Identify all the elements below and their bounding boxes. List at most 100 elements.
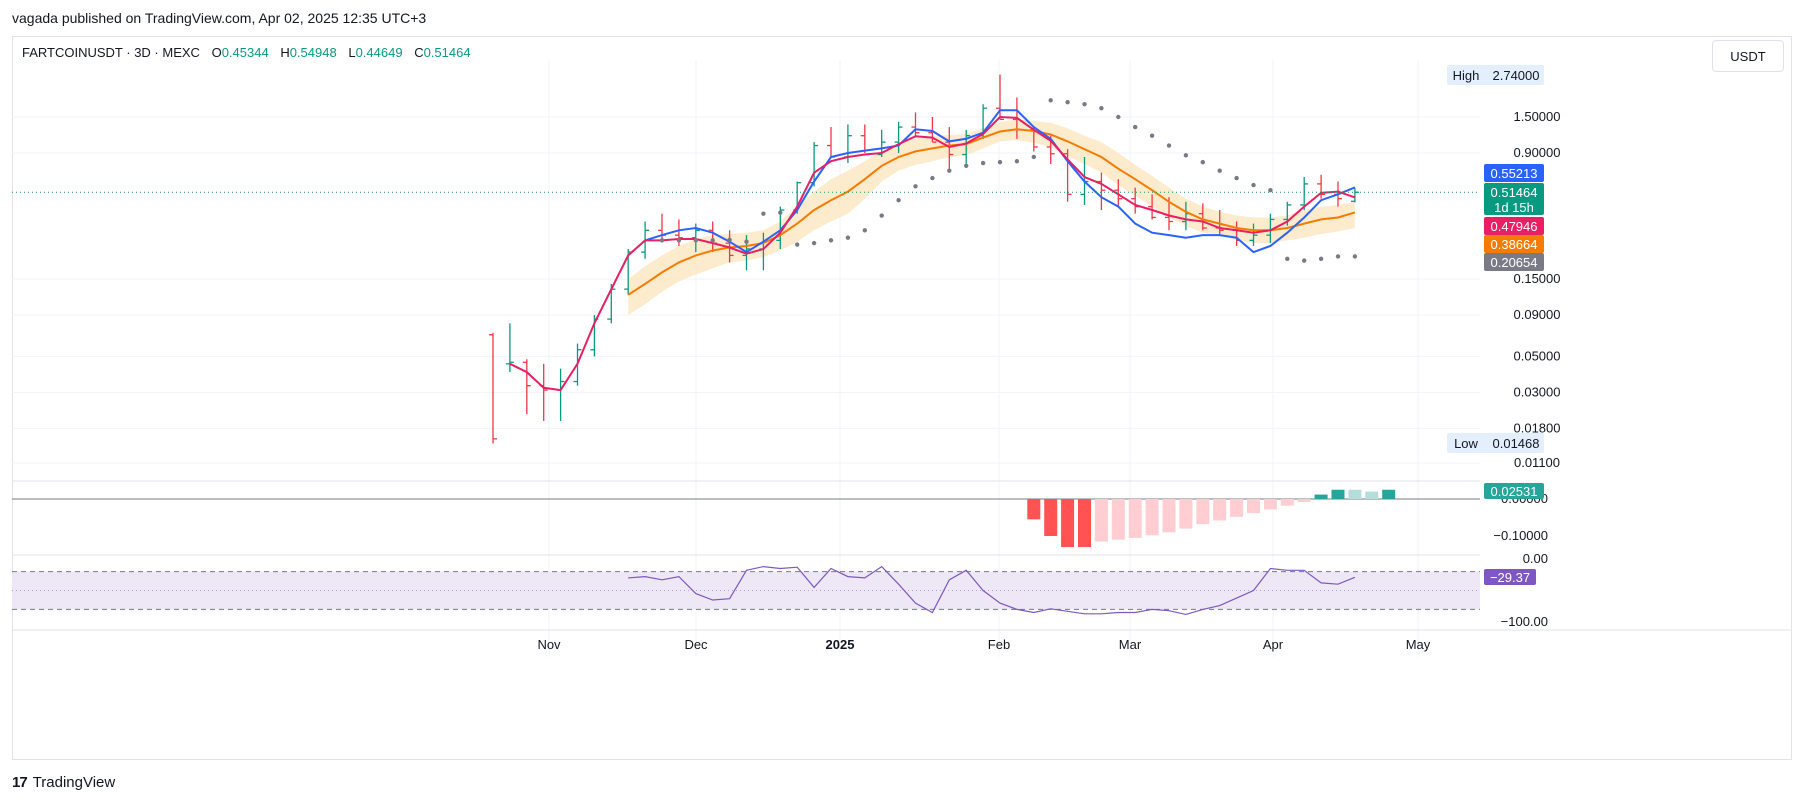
price-badge-value: 0.55213: [1491, 166, 1538, 181]
price-badge-value: 0.47946: [1491, 219, 1538, 234]
psar-dot: [1183, 153, 1189, 158]
psar-dot: [1133, 124, 1138, 130]
ohlc-bar[interactable]: [911, 112, 920, 136]
rsi-line: [628, 565, 1356, 616]
psar-dot: [1116, 114, 1121, 120]
psar-dot: [1318, 256, 1324, 262]
hist-axis-label: −0.10000: [1493, 528, 1548, 543]
price-badge-countdown: 1d 15h: [1494, 200, 1534, 215]
ohlc-bar[interactable]: [1266, 213, 1275, 244]
histogram-bar: [1348, 489, 1362, 499]
ohlc-bar[interactable]: [1097, 172, 1106, 211]
ohlc-bar[interactable]: [1249, 223, 1258, 246]
high-value: 0.54948: [289, 45, 337, 60]
ohlc-bar[interactable]: [962, 129, 971, 165]
psar-dot: [727, 237, 732, 243]
ohlc-bar[interactable]: [1317, 174, 1326, 199]
price-axis-label: 0.90000: [1514, 145, 1561, 160]
price-badge: [1484, 235, 1544, 253]
price-badge: [1484, 253, 1544, 271]
symbol-label[interactable]: FARTCOINUSDT · 3D · MEXC: [22, 45, 200, 60]
psar-dot: [1031, 154, 1037, 160]
histogram-bar: [1111, 499, 1125, 540]
price-axis-label: 0.01800: [1514, 420, 1561, 435]
histogram-bar: [1263, 499, 1277, 510]
psar-dot: [980, 160, 986, 166]
ohlc-bar[interactable]: [1063, 149, 1072, 202]
time-axis-label: Nov: [537, 637, 561, 652]
histogram-bar: [1044, 499, 1058, 536]
psar-dot: [913, 184, 918, 189]
ohlc-bar[interactable]: [1198, 203, 1207, 231]
ma-blue-line: [644, 109, 1356, 254]
rsi-value-badge-bg: [1484, 569, 1536, 585]
ma-pink-line: [509, 115, 1356, 392]
time-axis-label: Feb: [988, 637, 1010, 652]
histogram-bar: [1331, 489, 1345, 499]
ohlc-bar[interactable]: [894, 121, 903, 153]
psar-dot: [964, 163, 969, 168]
symbol-ohlc-bar: FARTCOINUSDT · 3D · MEXC O0.45344 H0.549…: [22, 45, 471, 60]
tradingview-mark-icon: 17: [12, 774, 28, 791]
close-label: C: [414, 45, 424, 60]
high-marker-value: 2.74000: [1493, 68, 1540, 83]
psar-dot: [795, 242, 800, 247]
psar-dot: [845, 235, 851, 240]
ohlc-bar[interactable]: [1114, 179, 1123, 207]
price-badge: [1484, 183, 1544, 215]
histogram-bar: [1230, 499, 1244, 517]
histogram-bar: [1094, 499, 1108, 542]
tradingview-logo[interactable]: 17 TradingView: [12, 774, 115, 791]
psar-dot: [1217, 168, 1222, 173]
ohlc-bar[interactable]: [1300, 176, 1309, 211]
psar-dot: [744, 239, 749, 244]
histogram-bars: [1027, 489, 1396, 548]
psar-dot: [1149, 133, 1155, 138]
psar-dot: [1065, 100, 1070, 105]
histogram-bar: [1365, 491, 1379, 499]
currency-button[interactable]: USDT: [1712, 40, 1784, 72]
histogram-bar: [1247, 499, 1260, 514]
psar-dot: [659, 238, 665, 243]
ohlc-bar[interactable]: [556, 368, 565, 421]
close-value: 0.51464: [423, 45, 471, 60]
open-value: 0.45344: [221, 45, 269, 60]
histogram-bar: [1196, 499, 1210, 525]
psar-dot: [1082, 101, 1087, 107]
psar-dot: [1285, 256, 1290, 262]
publish-header: vagada published on TradingView.com, Apr…: [12, 10, 427, 26]
low-marker-label: Low: [1454, 436, 1478, 451]
histogram-bar: [1382, 489, 1396, 499]
psar-dot: [1335, 254, 1341, 259]
price-badge: [1484, 217, 1544, 235]
low-label: L: [348, 45, 356, 60]
time-axis-label: Dec: [684, 637, 708, 652]
psar-dot: [676, 238, 682, 243]
histogram-bar: [1297, 499, 1311, 502]
time-axis-label: Apr: [1263, 637, 1284, 652]
histogram-bar: [1078, 499, 1091, 548]
ohlc-bar[interactable]: [1148, 194, 1157, 220]
hist-value-badge: 0.02531: [1491, 484, 1538, 499]
psar-dot: [1048, 98, 1053, 103]
ohlc-bar[interactable]: [489, 332, 497, 444]
histogram-bar: [1027, 499, 1041, 520]
histogram-bar: [1280, 499, 1294, 506]
histogram-bar: [1061, 499, 1075, 548]
psar-dot: [1352, 254, 1358, 259]
ohlc-bar[interactable]: [522, 359, 531, 415]
psar-dot: [693, 238, 698, 243]
psar-dot: [828, 238, 834, 243]
rsi-axis-label: 0.00: [1523, 551, 1548, 566]
price-axis-label: 1.50000: [1514, 109, 1561, 124]
ohlc-bar[interactable]: [725, 230, 734, 263]
psar-dot: [997, 159, 1003, 165]
ohlc-bar[interactable]: [1350, 187, 1359, 203]
psar-dot: [1166, 143, 1172, 148]
psar-dot: [947, 168, 952, 173]
time-axis-label: May: [1406, 637, 1431, 652]
histogram-bar: [1145, 499, 1159, 536]
high-label: H: [280, 45, 290, 60]
psar-dot: [1251, 182, 1256, 188]
